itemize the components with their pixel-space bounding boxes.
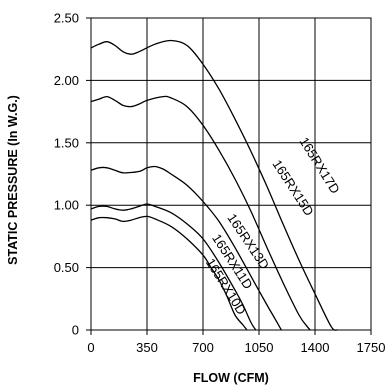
y-axis-title: STATIC PRESSURE (In W.G.): [6, 95, 20, 265]
y-tick-label: 2.00: [54, 73, 79, 88]
y-axis-ticks: 0 0.50 1.00 1.50 2.00 2.50: [54, 11, 91, 338]
curve-165rx13d: [90, 165, 282, 331]
x-axis-title: FLOW (CFM): [193, 371, 269, 385]
performance-curves: [90, 39, 338, 331]
x-tick-label: 1400: [301, 340, 330, 355]
x-tick-label: 1050: [245, 340, 274, 355]
curve-165rx15d: [90, 95, 311, 331]
x-tick-label: 0: [87, 340, 94, 355]
x-axis-ticks: 0 350 700 1050 1400 1750: [87, 330, 385, 355]
y-tick-label: 2.50: [54, 11, 79, 26]
curve-165rx11d: [90, 203, 257, 331]
y-tick-label: 1.50: [54, 135, 79, 150]
x-tick-label: 1750: [357, 340, 386, 355]
curve-label-165rx17d: 165RX17D: [296, 134, 342, 196]
x-tick-label: 350: [136, 340, 158, 355]
plot-border: [90, 17, 372, 331]
plot-frame: [90, 17, 372, 331]
curve-165rx10d: [90, 215, 248, 331]
y-tick-label: 1.00: [54, 198, 79, 213]
y-tick-label: 0: [72, 323, 79, 338]
y-tick-label: 0.50: [54, 260, 79, 275]
curve-165rx17d: [90, 39, 338, 331]
grid-lines: [91, 18, 371, 330]
x-tick-label: 700: [192, 340, 214, 355]
